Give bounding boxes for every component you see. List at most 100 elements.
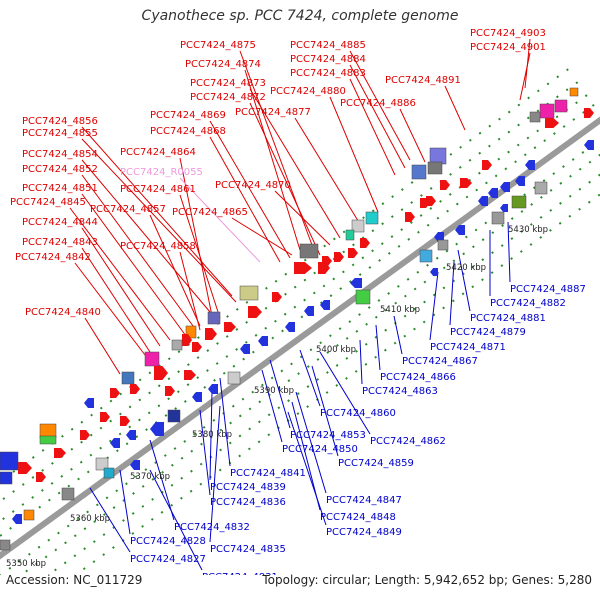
reverse-gene-label: PCC7424_4887 (510, 284, 586, 295)
gene-5 (584, 108, 594, 118)
forward-leader-line (81, 126, 233, 297)
gene-21 (511, 195, 527, 209)
gene-78 (18, 462, 32, 474)
reverse-leader-line (393, 315, 403, 355)
forward-gene-label: PCC7424_4891 (385, 75, 461, 86)
reverse-gene-label: PCC7424_4850 (282, 444, 358, 455)
gene-67 (84, 398, 94, 408)
forward-leader-line (74, 262, 146, 356)
gene-63 (110, 388, 120, 398)
forward-gene-label: PCC7424_4880 (270, 86, 346, 97)
reverse-leader-line (261, 369, 283, 443)
forward-leader-line (244, 69, 301, 251)
gene-48 (224, 322, 236, 332)
gene-65 (208, 384, 218, 394)
forward-leader-line (149, 214, 201, 327)
reverse-leader-line (199, 409, 211, 496)
gene-29 (430, 268, 438, 276)
gene-58 (154, 366, 168, 380)
forward-leader-line (81, 247, 151, 353)
forward-gene-label: PCC7424_4845 (10, 197, 86, 208)
gene-82 (95, 457, 109, 471)
reverse-leader-line (219, 377, 231, 467)
forward-gene-label: PCC7424_4884 (290, 54, 366, 65)
reverse-gene-label: PCC7424_4853 (290, 430, 366, 441)
reverse-gene-label: PCC7424_4835 (210, 544, 286, 555)
gene-52 (192, 342, 202, 352)
gene-83 (103, 467, 115, 479)
gene-54 (285, 322, 295, 332)
kbp-scale: 5350 kbp 5360 kbp 5370 kbp 5380 kbp 5390 kbp… (6, 225, 548, 569)
forward-gene-label: PCC7424_4864 (120, 147, 196, 158)
forward-gene-label: PCC7424_4874 (185, 59, 261, 70)
forward-leader-line (179, 177, 261, 263)
reverse-leader-line (269, 359, 291, 429)
gene-41 (355, 289, 371, 305)
forward-leader-line (209, 136, 281, 263)
forward-leader-line (209, 120, 291, 259)
gene-79 (0, 451, 19, 471)
label-leader-lines (69, 38, 531, 571)
forward-gene-label: PCC7424_4856 (22, 116, 98, 127)
gene-features (0, 87, 594, 551)
gene-30 (365, 211, 379, 225)
forward-gene-label: PCC7424_4844 (22, 217, 98, 228)
gene-50 (185, 325, 197, 339)
forward-leader-line (349, 78, 396, 176)
gene-32 (345, 229, 355, 241)
reverse-gene-label: PCC7424_4832 (174, 522, 250, 533)
gene-62 (130, 384, 140, 394)
gene-16 (525, 160, 535, 170)
gene-87 (12, 514, 22, 524)
gene-70 (80, 430, 90, 440)
reverse-leader-line (311, 365, 339, 457)
reverse-leader-line (507, 221, 511, 283)
gene-4 (569, 87, 579, 97)
gene-23 (500, 204, 508, 212)
reverse-leader-line (299, 349, 321, 407)
reverse-gene-label: PCC7424_4867 (402, 356, 478, 367)
gene-44 (239, 285, 259, 301)
forward-gene-label: PCC7424_4855 (22, 128, 98, 139)
gene-43 (304, 306, 314, 316)
forward-gene-label: PCC7424_4870 (215, 180, 291, 191)
gene-34 (348, 248, 358, 258)
gene-59 (184, 370, 196, 380)
forward-leader-line (519, 52, 531, 101)
gene-73 (126, 430, 136, 440)
gene-12 (440, 180, 450, 190)
reverse-gene-label: PCC7424_4847 (326, 495, 402, 506)
reverse-gene-label: PCC7424_4879 (450, 327, 526, 338)
forward-gene-label: PCC7424_4869 (150, 110, 226, 121)
forward-leader-line (81, 227, 161, 347)
gene-19 (488, 188, 498, 198)
reverse-gene-label: PCC7424_4881 (470, 313, 546, 324)
reverse-gene-label: PCC7424_4866 (380, 372, 456, 383)
forward-gene-label: PCC7424_4901 (470, 42, 546, 53)
gene-56 (240, 344, 250, 354)
kbp-tick-label: 5400 kbp (316, 345, 356, 355)
gene-18 (500, 182, 510, 192)
genome-backbone (0, 116, 600, 560)
forward-gene-label: PCC7424_4858 (120, 241, 196, 252)
reverse-gene-label: PCC7424_4828 (130, 536, 206, 547)
gene-labels: PCC7424_4903 PCC7424_4901 PCC7424_4885 PCC7… (10, 28, 586, 575)
reverse-gene-label: PCC7424_4848 (320, 512, 396, 523)
forward-leader-line (69, 207, 171, 341)
gene-53 (171, 339, 183, 351)
kbp-tick-label: 5410 kbp (380, 305, 420, 315)
forward-leader-line (231, 217, 293, 256)
gene-55 (258, 336, 268, 346)
forward-leader-line (444, 85, 466, 131)
forward-gene-label: PCC7424_4840 (25, 307, 101, 318)
kbp-tick-label: 5370 kbp (130, 472, 170, 482)
reverse-gene-label: PCC7424_4882 (490, 298, 566, 309)
reverse-gene-label: PCC7424_4839 (210, 482, 286, 493)
gene-17 (515, 176, 525, 186)
gene-42 (320, 300, 330, 310)
gene-81 (36, 472, 46, 482)
forward-leader-line (81, 138, 237, 303)
forward-gene-label: PCC7424_4872 (190, 92, 266, 103)
gene-39 (318, 262, 330, 274)
reverse-leader-line (449, 261, 455, 326)
